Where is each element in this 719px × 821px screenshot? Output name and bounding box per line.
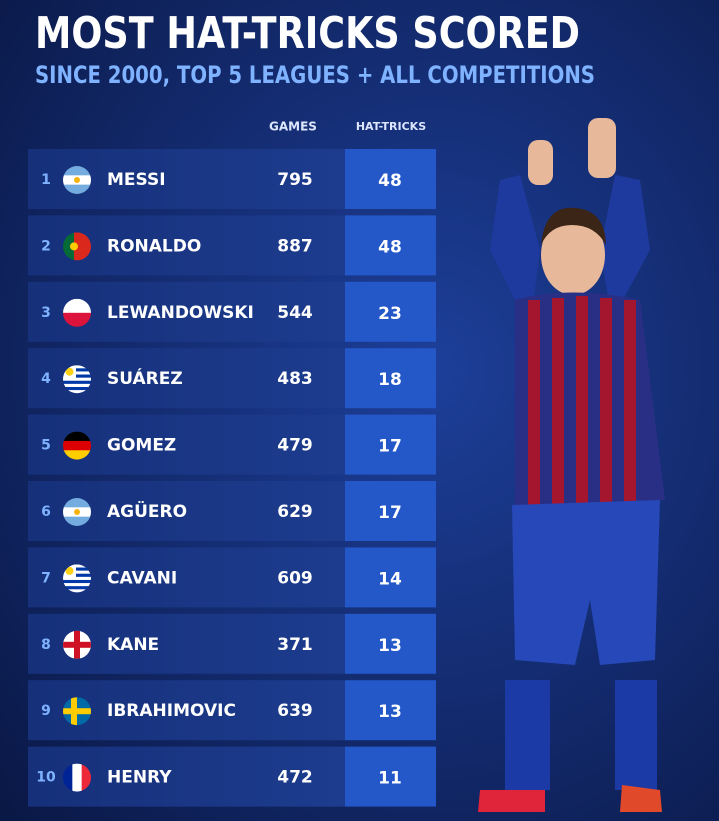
games: 609 bbox=[277, 568, 313, 588]
hat-tricks-cell bbox=[345, 281, 436, 342]
flag-icon bbox=[63, 365, 91, 394]
table-row: 8 KANE 371 13 bbox=[28, 613, 436, 674]
title: MOST HAT-TRICKS SCORED bbox=[35, 8, 580, 59]
table-row: 5 GOMEZ 479 17 bbox=[28, 414, 436, 475]
column-header: GAMES bbox=[269, 120, 317, 134]
hat-tricks-cell bbox=[345, 613, 436, 674]
hat-tricks: 18 bbox=[378, 370, 402, 390]
player-figure bbox=[478, 118, 665, 812]
player-name: RONALDO bbox=[107, 236, 201, 256]
table-row: 4 SUÁREZ 483 18 bbox=[28, 348, 436, 409]
player-name: IBRAHIMOVIC bbox=[107, 701, 236, 721]
player-name: GOMEZ bbox=[107, 436, 176, 456]
games: 472 bbox=[277, 768, 313, 788]
player-name: HENRY bbox=[107, 768, 172, 788]
games: 795 bbox=[277, 170, 313, 190]
player-name: MESSI bbox=[107, 170, 166, 190]
table-row: 9 IBRAHIMOVIC 639 13 bbox=[28, 680, 436, 741]
games: 371 bbox=[277, 635, 313, 655]
rank: 8 bbox=[41, 637, 51, 653]
flag-icon bbox=[63, 232, 91, 261]
player-name: CAVANI bbox=[107, 568, 177, 588]
hat-tricks: 48 bbox=[378, 237, 402, 257]
rank: 1 bbox=[41, 172, 51, 188]
rank: 4 bbox=[41, 371, 51, 387]
hat-tricks-cell bbox=[345, 481, 436, 541]
rank: 6 bbox=[41, 504, 51, 520]
games: 483 bbox=[277, 369, 313, 389]
flag-icon bbox=[63, 564, 91, 593]
hat-tricks-cell bbox=[345, 746, 436, 807]
table-row: 3 LEWANDOWSKI 544 23 bbox=[28, 281, 436, 342]
player-name: AGÜERO bbox=[107, 500, 187, 522]
hat-tricks: 17 bbox=[378, 437, 402, 457]
flag-icon bbox=[63, 498, 91, 526]
rank: 2 bbox=[41, 238, 51, 254]
hat-tricks: 23 bbox=[378, 304, 402, 324]
flag-icon bbox=[63, 697, 91, 726]
rank: 3 bbox=[41, 305, 51, 321]
games: 887 bbox=[277, 236, 313, 256]
flag-icon bbox=[63, 298, 91, 327]
rank: 10 bbox=[36, 770, 56, 786]
hat-tricks-cell bbox=[345, 547, 436, 608]
flag-icon bbox=[63, 431, 91, 460]
hat-tricks-cell bbox=[345, 215, 436, 276]
table-row: 1 MESSI 795 48 bbox=[28, 149, 436, 209]
hat-tricks: 13 bbox=[378, 636, 402, 656]
games: 629 bbox=[277, 502, 313, 522]
player-name: KANE bbox=[107, 635, 159, 655]
subtitle: SINCE 2000, TOP 5 LEAGUES + ALL COMPETIT… bbox=[35, 61, 595, 89]
games: 639 bbox=[277, 701, 313, 721]
hat-tricks-cell bbox=[345, 348, 436, 409]
table-row: 10 HENRY 472 11 bbox=[28, 746, 436, 807]
table-row: 6 AGÜERO 629 17 bbox=[28, 481, 436, 541]
rank: 9 bbox=[41, 703, 51, 719]
flag-icon bbox=[63, 763, 91, 792]
hat-tricks-cell bbox=[345, 414, 436, 475]
hat-tricks: 13 bbox=[378, 702, 402, 722]
hat-tricks: 48 bbox=[378, 171, 402, 191]
hat-tricks-cell bbox=[345, 680, 436, 741]
player-name: SUÁREZ bbox=[107, 367, 183, 389]
games: 544 bbox=[277, 303, 313, 323]
player-name: LEWANDOWSKI bbox=[107, 303, 254, 323]
games: 479 bbox=[277, 436, 313, 456]
table-row: 7 CAVANI 609 14 bbox=[28, 547, 436, 608]
column-header: HAT-TRICKS bbox=[356, 120, 426, 133]
hat-tricks: 11 bbox=[378, 769, 402, 789]
rank: 5 bbox=[41, 438, 51, 454]
hat-tricks: 14 bbox=[378, 569, 402, 589]
hat-tricks-cell bbox=[345, 149, 436, 209]
flag-icon bbox=[63, 630, 91, 659]
hat-tricks: 17 bbox=[378, 503, 402, 523]
table-row: 2 RONALDO 887 48 bbox=[28, 215, 436, 276]
rank: 7 bbox=[41, 570, 51, 586]
flag-icon bbox=[63, 166, 91, 194]
